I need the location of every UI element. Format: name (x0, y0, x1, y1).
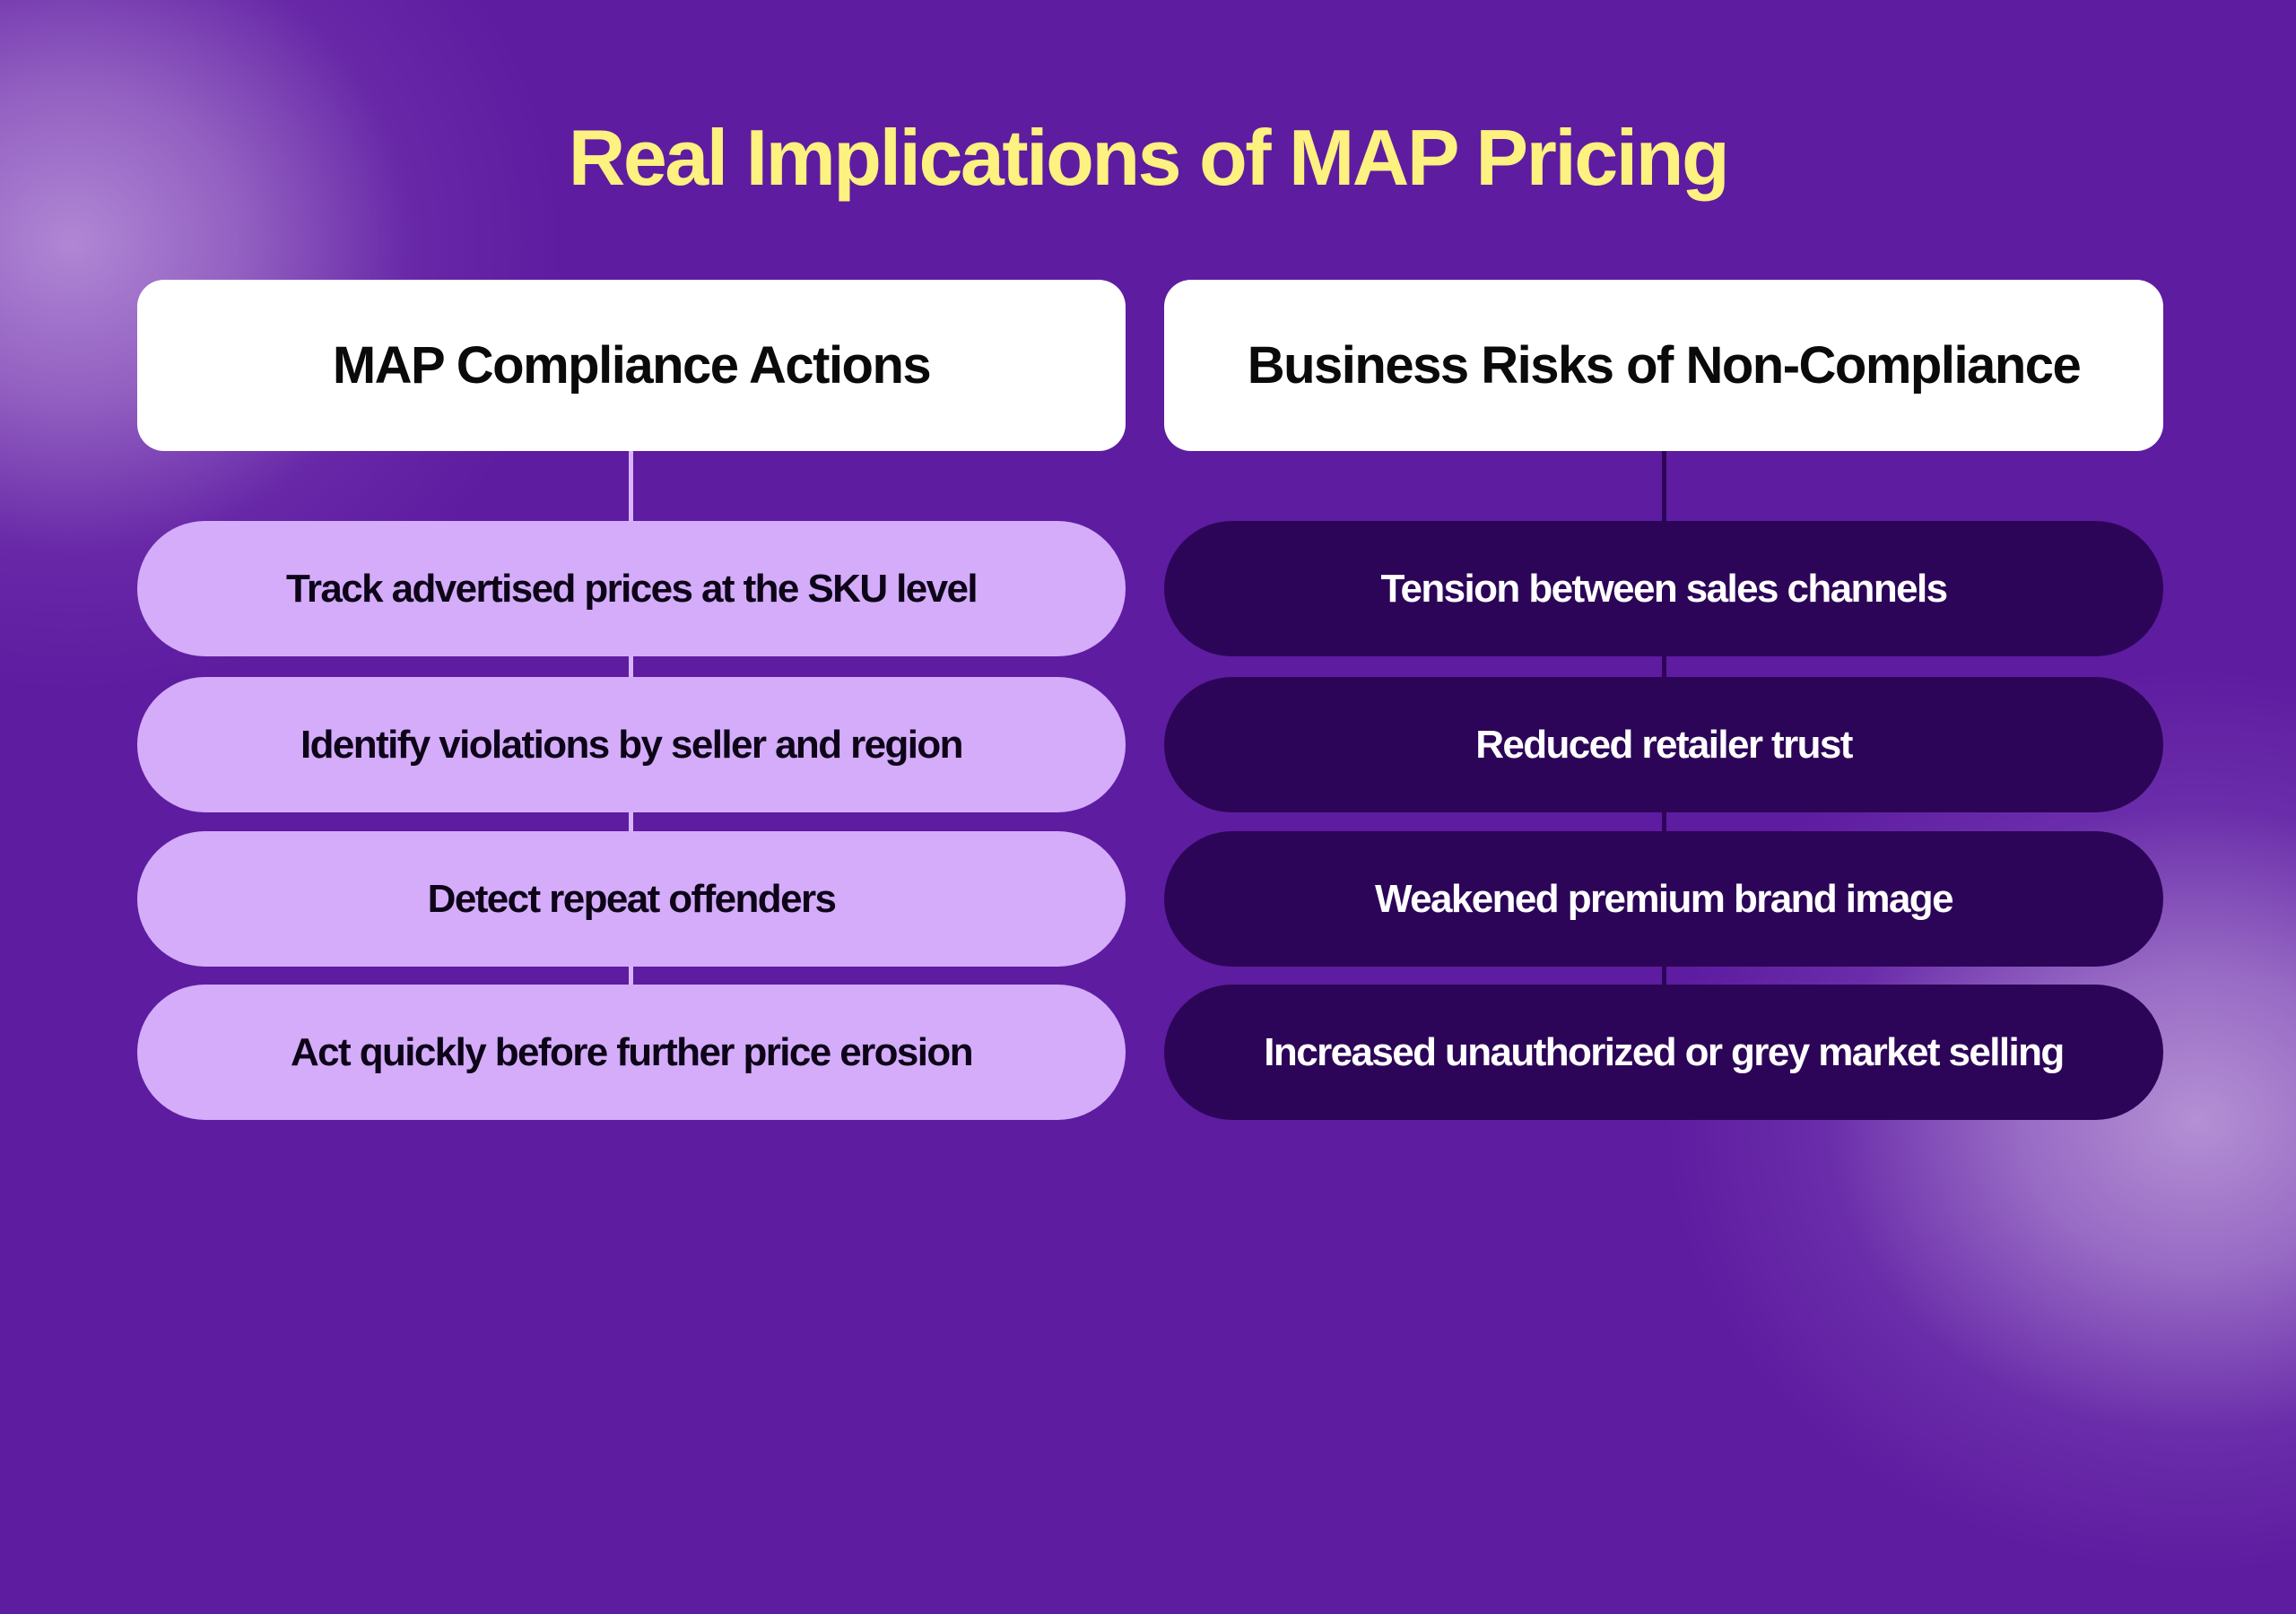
column-header-card: Business Risks of Non-Compliance (1164, 280, 2163, 451)
action-item-label: Track advertised prices at the SKU level (286, 566, 978, 611)
page-title: Real Implications of MAP Pricing (568, 113, 1730, 202)
risk-item-label: Weakened premium brand image (1375, 876, 1954, 921)
column-header-card: MAP Compliance Actions (137, 280, 1126, 451)
risk-item-label: Reduced retailer trust (1475, 722, 1853, 767)
column-header: MAP Compliance Actions (332, 336, 932, 395)
action-item-label: Detect repeat offenders (427, 876, 837, 921)
action-item: Detect repeat offenders (137, 831, 1126, 967)
action-item: Act quickly before further price erosion (137, 985, 1126, 1120)
action-item: Track advertised prices at the SKU level (137, 521, 1126, 656)
risk-item: Increased unauthorized or grey market se… (1164, 985, 2163, 1120)
action-item-label: Identify violations by seller and region (300, 722, 964, 767)
risk-item-label: Increased unauthorized or grey market se… (1264, 1029, 2065, 1074)
risk-item: Reduced retailer trust (1164, 677, 2163, 812)
action-item: Identify violations by seller and region (137, 677, 1126, 812)
column-header: Business Risks of Non-Compliance (1247, 336, 2082, 395)
risk-item-label: Tension between sales channels (1380, 566, 1949, 611)
action-item-label: Act quickly before further price erosion (291, 1029, 974, 1074)
risk-item: Weakened premium brand image (1164, 831, 2163, 967)
risk-item: Tension between sales channels (1164, 521, 2163, 656)
